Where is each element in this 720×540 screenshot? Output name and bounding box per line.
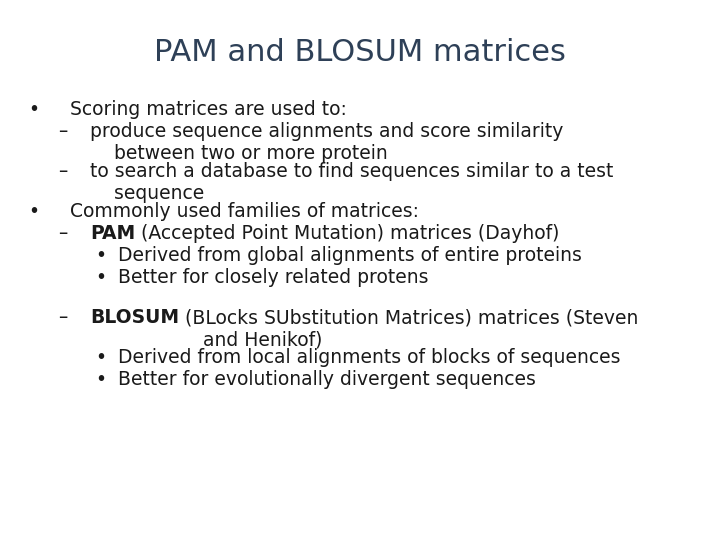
- Text: Derived from global alignments of entire proteins: Derived from global alignments of entire…: [118, 246, 582, 265]
- Text: Commonly used families of matrices:: Commonly used families of matrices:: [70, 202, 419, 221]
- Text: •: •: [95, 348, 106, 367]
- Text: to search a database to find sequences similar to a test
    sequence: to search a database to find sequences s…: [90, 162, 613, 203]
- Text: •: •: [95, 370, 106, 389]
- Text: –: –: [58, 224, 67, 243]
- Text: Scoring matrices are used to:: Scoring matrices are used to:: [70, 100, 347, 119]
- Text: PAM and BLOSUM matrices: PAM and BLOSUM matrices: [154, 38, 566, 67]
- Text: produce sequence alignments and score similarity
    between two or more protein: produce sequence alignments and score si…: [90, 122, 563, 163]
- Text: –: –: [58, 162, 67, 181]
- Text: Better for evolutionally divergent sequences: Better for evolutionally divergent seque…: [118, 370, 536, 389]
- Text: •: •: [95, 246, 106, 265]
- Text: Better for closely related protens: Better for closely related protens: [118, 268, 428, 287]
- Text: •: •: [28, 202, 39, 221]
- Text: PAM: PAM: [90, 224, 135, 243]
- Text: (BLocks SUbstitution Matrices) matrices (Steven
    and Henikof): (BLocks SUbstitution Matrices) matrices …: [179, 308, 639, 349]
- Text: •: •: [28, 100, 39, 119]
- Text: BLOSUM: BLOSUM: [90, 308, 179, 327]
- Text: (Accepted Point Mutation) matrices (Dayhof): (Accepted Point Mutation) matrices (Dayh…: [135, 224, 559, 243]
- Text: –: –: [58, 308, 67, 327]
- Text: •: •: [95, 268, 106, 287]
- Text: Derived from local alignments of blocks of sequences: Derived from local alignments of blocks …: [118, 348, 621, 367]
- Text: –: –: [58, 122, 67, 141]
